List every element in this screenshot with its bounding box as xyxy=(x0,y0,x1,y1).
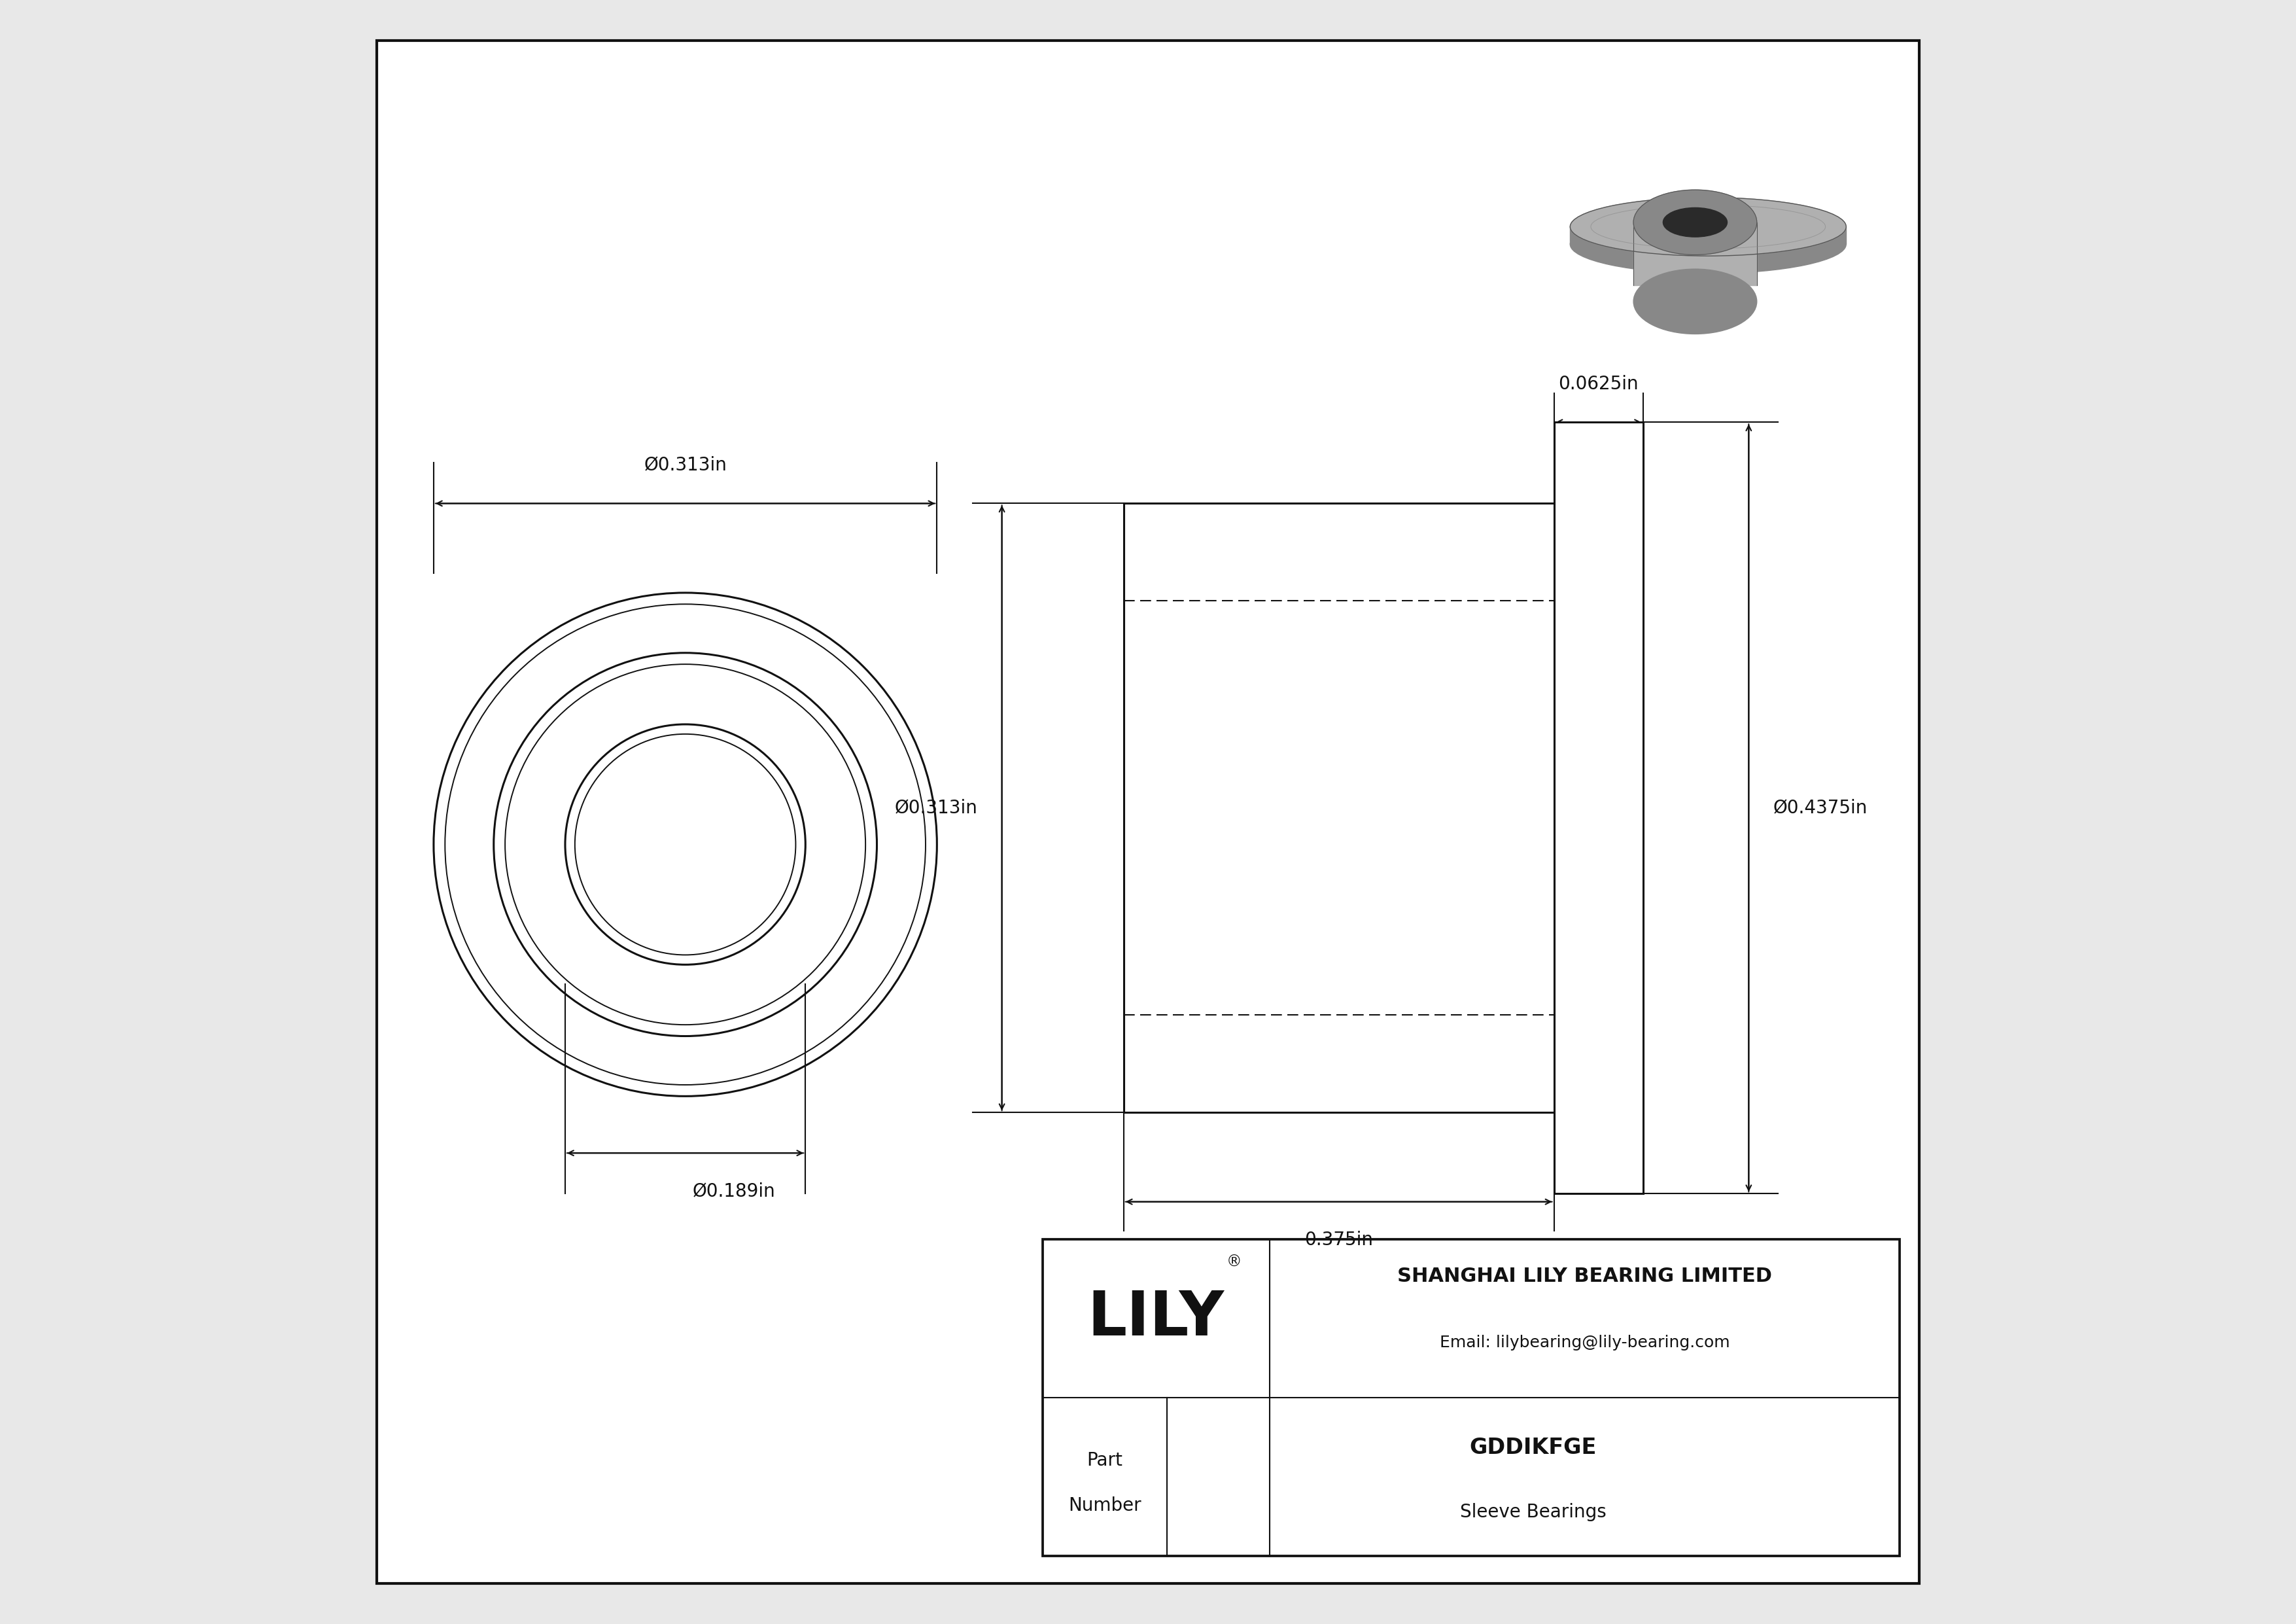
Text: LILY: LILY xyxy=(1088,1288,1224,1348)
Polygon shape xyxy=(1632,222,1756,286)
Ellipse shape xyxy=(1570,198,1846,257)
Ellipse shape xyxy=(1632,270,1756,335)
Bar xyxy=(1554,422,1644,1194)
Text: GDDIKFGE: GDDIKFGE xyxy=(1469,1437,1596,1458)
Ellipse shape xyxy=(1662,208,1727,237)
Text: Email: lilybearing@lily-bearing.com: Email: lilybearing@lily-bearing.com xyxy=(1440,1335,1729,1351)
Text: SHANGHAI LILY BEARING LIMITED: SHANGHAI LILY BEARING LIMITED xyxy=(1398,1267,1773,1286)
Ellipse shape xyxy=(1632,190,1756,255)
Text: Part: Part xyxy=(1086,1452,1123,1470)
Text: 0.375in: 0.375in xyxy=(1304,1231,1373,1249)
Text: Ø0.4375in: Ø0.4375in xyxy=(1773,799,1867,817)
Ellipse shape xyxy=(1570,214,1846,273)
Text: ®: ® xyxy=(1226,1254,1242,1270)
Text: Number: Number xyxy=(1068,1497,1141,1515)
Text: Ø0.313in: Ø0.313in xyxy=(895,799,978,817)
Text: 0.0625in: 0.0625in xyxy=(1559,375,1639,393)
Bar xyxy=(1042,1239,1899,1556)
Text: Sleeve Bearings: Sleeve Bearings xyxy=(1460,1504,1607,1522)
Bar xyxy=(1123,503,1554,1112)
Text: Ø0.313in: Ø0.313in xyxy=(643,456,728,474)
Text: Ø0.189in: Ø0.189in xyxy=(693,1182,776,1200)
Polygon shape xyxy=(1570,227,1846,244)
